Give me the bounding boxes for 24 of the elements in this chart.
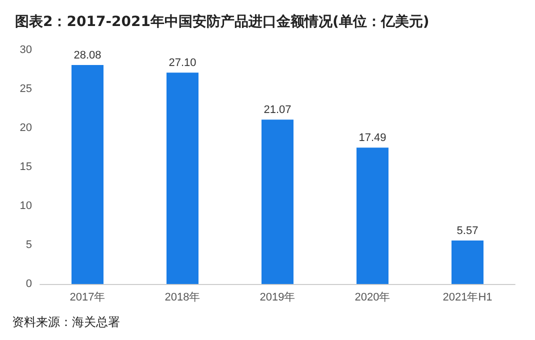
bar: [452, 240, 484, 284]
y-tick-label: 0: [26, 278, 32, 290]
y-tick-label: 15: [20, 161, 32, 173]
chart-title: 图表2：2017-2021年中国安防产品进口金额情况(单位：亿美元): [15, 13, 430, 30]
x-tick-label: 2019年: [260, 292, 296, 304]
data-label: 27.10: [168, 57, 196, 70]
y-tick-label: 5: [26, 239, 32, 251]
y-tick-label: 20: [20, 122, 32, 134]
data-label: 5.57: [456, 225, 478, 238]
x-tick-label: 2017年: [70, 292, 106, 304]
y-tick-label: 30: [20, 44, 32, 56]
text: 资料来源：海关总署: [12, 315, 120, 329]
bar: [72, 64, 104, 284]
bar: [356, 148, 388, 284]
x-tick-label: 2021年H1: [442, 292, 492, 304]
data-label: 21.07: [264, 104, 292, 116]
data-label: 28.08: [74, 49, 102, 62]
bar: [166, 72, 198, 284]
x-tick-label: 2018年: [164, 292, 200, 304]
x-tick-label: 2020年: [354, 292, 390, 304]
y-tick-label: 10: [20, 200, 32, 212]
data-label: 17.49: [358, 132, 386, 144]
y-tick-label: 25: [20, 83, 32, 95]
bar: [262, 120, 294, 284]
